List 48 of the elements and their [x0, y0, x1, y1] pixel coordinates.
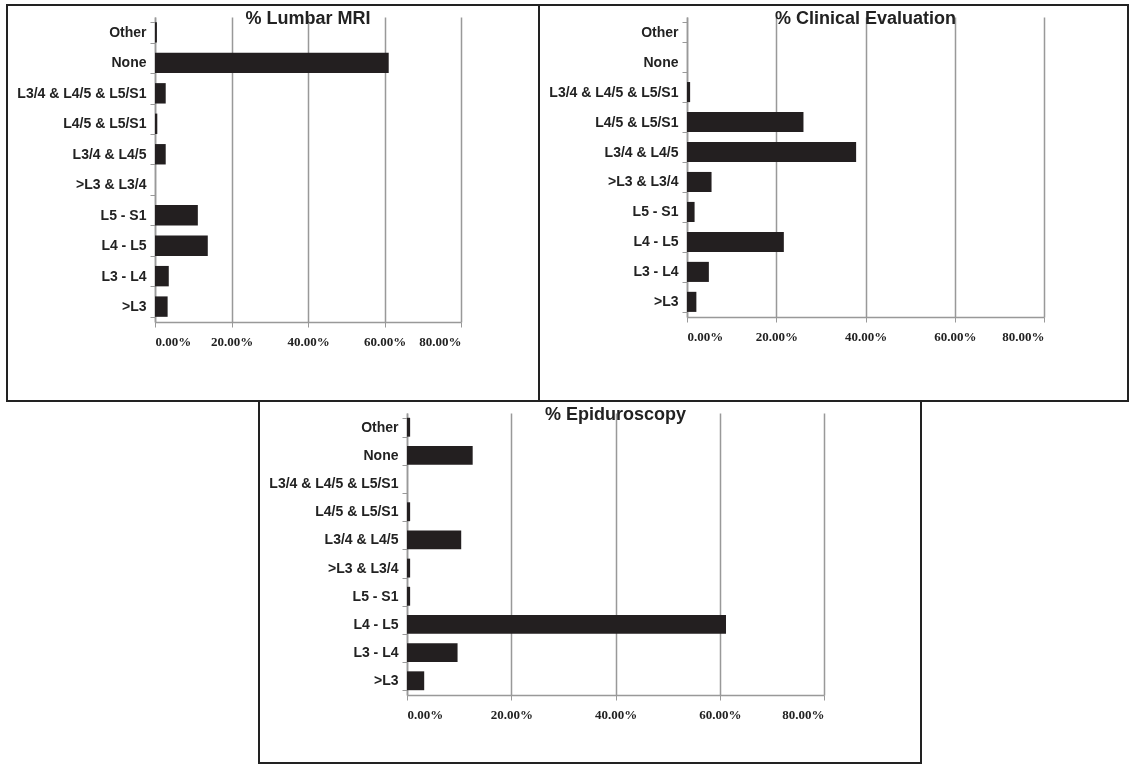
y-tick-label: L3/4 & L4/5 & L5/S1 — [269, 475, 399, 492]
y-tick-label: L5 - S1 — [352, 587, 399, 604]
y-tick-label: None — [111, 54, 147, 71]
y-tick-label: L3/4 & L4/5 & L5/S1 — [549, 83, 679, 100]
y-tick-label: L4 - L5 — [101, 237, 147, 254]
chart-title: % Lumbar MRI — [245, 8, 371, 28]
x-tick-label: 0.00% — [687, 328, 724, 344]
y-tick-label: Other — [641, 23, 680, 40]
y-tick-label: L3 - L4 — [353, 644, 399, 661]
y-tick-label: None — [643, 53, 679, 70]
y-tick-label: L4/5 & L5/S1 — [595, 113, 679, 130]
y-tick-label: >L3 & L3/4 — [328, 559, 399, 576]
y-tick-label: L5 - S1 — [100, 206, 147, 223]
y-tick-label: L4 - L5 — [633, 233, 679, 250]
y-tick-label: >L3 & L3/4 — [608, 173, 679, 190]
x-tick-label: 80.00% — [419, 333, 462, 349]
x-tick-label: 60.00% — [699, 706, 742, 722]
y-tick-label: L3/4 & L4/5 & L5/S1 — [17, 84, 147, 101]
y-tick-label: L4/5 & L5/S1 — [315, 503, 399, 520]
x-tick-label: 20.00% — [490, 706, 533, 722]
x-tick-label: 60.00% — [934, 328, 977, 344]
y-tick-label: L5 - S1 — [632, 203, 679, 220]
x-tick-label: 40.00% — [844, 328, 888, 344]
chart-title: % Clinical Evaluation — [774, 8, 957, 28]
y-tick-label: L3 - L4 — [633, 263, 679, 280]
y-tick-label: None — [363, 446, 399, 463]
y-tick-label: >L3 — [121, 298, 147, 315]
y-tick-label: >L3 — [373, 672, 399, 689]
y-tick-label: >L3 — [653, 293, 679, 310]
x-tick-label: 0.00% — [155, 333, 192, 349]
x-tick-label: 40.00% — [594, 706, 638, 722]
y-tick-label: Other — [109, 23, 148, 40]
x-tick-label: 40.00% — [287, 333, 330, 349]
x-tick-label: 60.00% — [363, 333, 407, 349]
y-tick-label: >L3 & L3/4 — [76, 176, 147, 193]
y-tick-label: L3/4 & L4/5 — [72, 145, 147, 162]
x-tick-label: 20.00% — [755, 328, 798, 344]
y-tick-label: L4/5 & L5/S1 — [63, 115, 147, 132]
y-tick-label: L3 - L4 — [101, 267, 147, 284]
chart-title: % Epiduroscopy — [544, 404, 687, 424]
x-tick-label: 80.00% — [782, 706, 825, 722]
y-tick-label: L4 - L5 — [353, 615, 399, 632]
y-tick-label: L3/4 & L4/5 — [324, 531, 399, 548]
x-tick-label: 0.00% — [407, 706, 444, 722]
y-tick-label: Other — [361, 418, 400, 435]
x-tick-label: 20.00% — [210, 333, 254, 349]
x-tick-label: 80.00% — [1002, 328, 1045, 344]
y-tick-label: L3/4 & L4/5 — [604, 143, 679, 160]
